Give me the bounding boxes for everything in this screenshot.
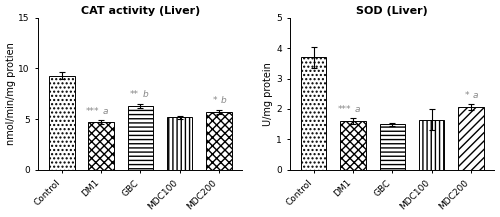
Text: *: * <box>464 91 469 100</box>
Text: *: * <box>212 96 217 105</box>
Title: SOD (Liver): SOD (Liver) <box>356 6 428 16</box>
Text: ***: *** <box>86 107 99 115</box>
Text: a: a <box>355 105 360 113</box>
Y-axis label: nmol/min/mg protien: nmol/min/mg protien <box>6 42 16 145</box>
Text: ***: *** <box>338 105 351 113</box>
Bar <box>419 120 444 170</box>
Bar <box>458 107 483 170</box>
Bar <box>340 121 366 170</box>
Bar <box>49 76 74 170</box>
Text: **: ** <box>130 90 138 99</box>
Y-axis label: U/mg protein: U/mg protein <box>264 62 274 126</box>
Bar <box>167 117 192 170</box>
Bar <box>128 106 153 170</box>
Bar <box>380 124 405 170</box>
Title: CAT activity (Liver): CAT activity (Liver) <box>80 6 200 16</box>
Bar <box>88 122 114 170</box>
Bar <box>301 57 326 170</box>
Text: a: a <box>473 91 478 100</box>
Bar <box>206 112 232 170</box>
Text: a: a <box>103 107 108 115</box>
Text: b: b <box>142 90 148 99</box>
Text: b: b <box>221 96 226 105</box>
